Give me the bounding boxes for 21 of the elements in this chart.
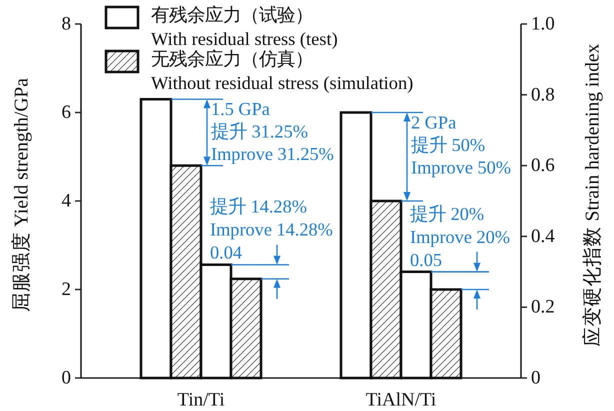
y-tick-label: 2: [62, 279, 71, 300]
y-tick-label: 4: [62, 190, 72, 212]
annotation: 2 GPa 提升 50% Improve 50%: [411, 112, 512, 178]
annotation: 提升 20% Improve 20% 0.05: [410, 204, 510, 270]
y-tick-label: 8: [62, 14, 71, 34]
y2-tick-label: 1.0: [531, 14, 555, 34]
y-tick-label: 6: [62, 102, 71, 123]
y2-tick-label: 0.2: [531, 296, 555, 318]
y2-tick-label: 0.8: [531, 84, 555, 106]
y2-tick-label: 0.4: [531, 226, 556, 247]
y-tick-label: 0: [62, 368, 71, 388]
annotation: 1.5 GPa 提升 31.25% Improve 31.25%: [211, 99, 334, 164]
legend-label: 有残余应力（试验） With residual stress (test): [151, 5, 338, 49]
x-tick-label: Tin/Ti: [177, 390, 225, 410]
y2-axis-title: 应变硬化指数 Strain hardening index: [582, 44, 604, 346]
y2-tick-label: 0.6: [531, 155, 555, 176]
x-tick-label: TiAlN/Ti: [366, 390, 436, 410]
y-axis-title: 屈服强度 Yield strength/GPa: [10, 78, 32, 312]
annotation: 提升 14.28% Improve 14.28% 0.04: [210, 196, 333, 263]
legend-label: 无残余应力（仿真） Without residual stress (simulation): [151, 49, 414, 93]
y2-tick-label: 0: [531, 368, 540, 388]
